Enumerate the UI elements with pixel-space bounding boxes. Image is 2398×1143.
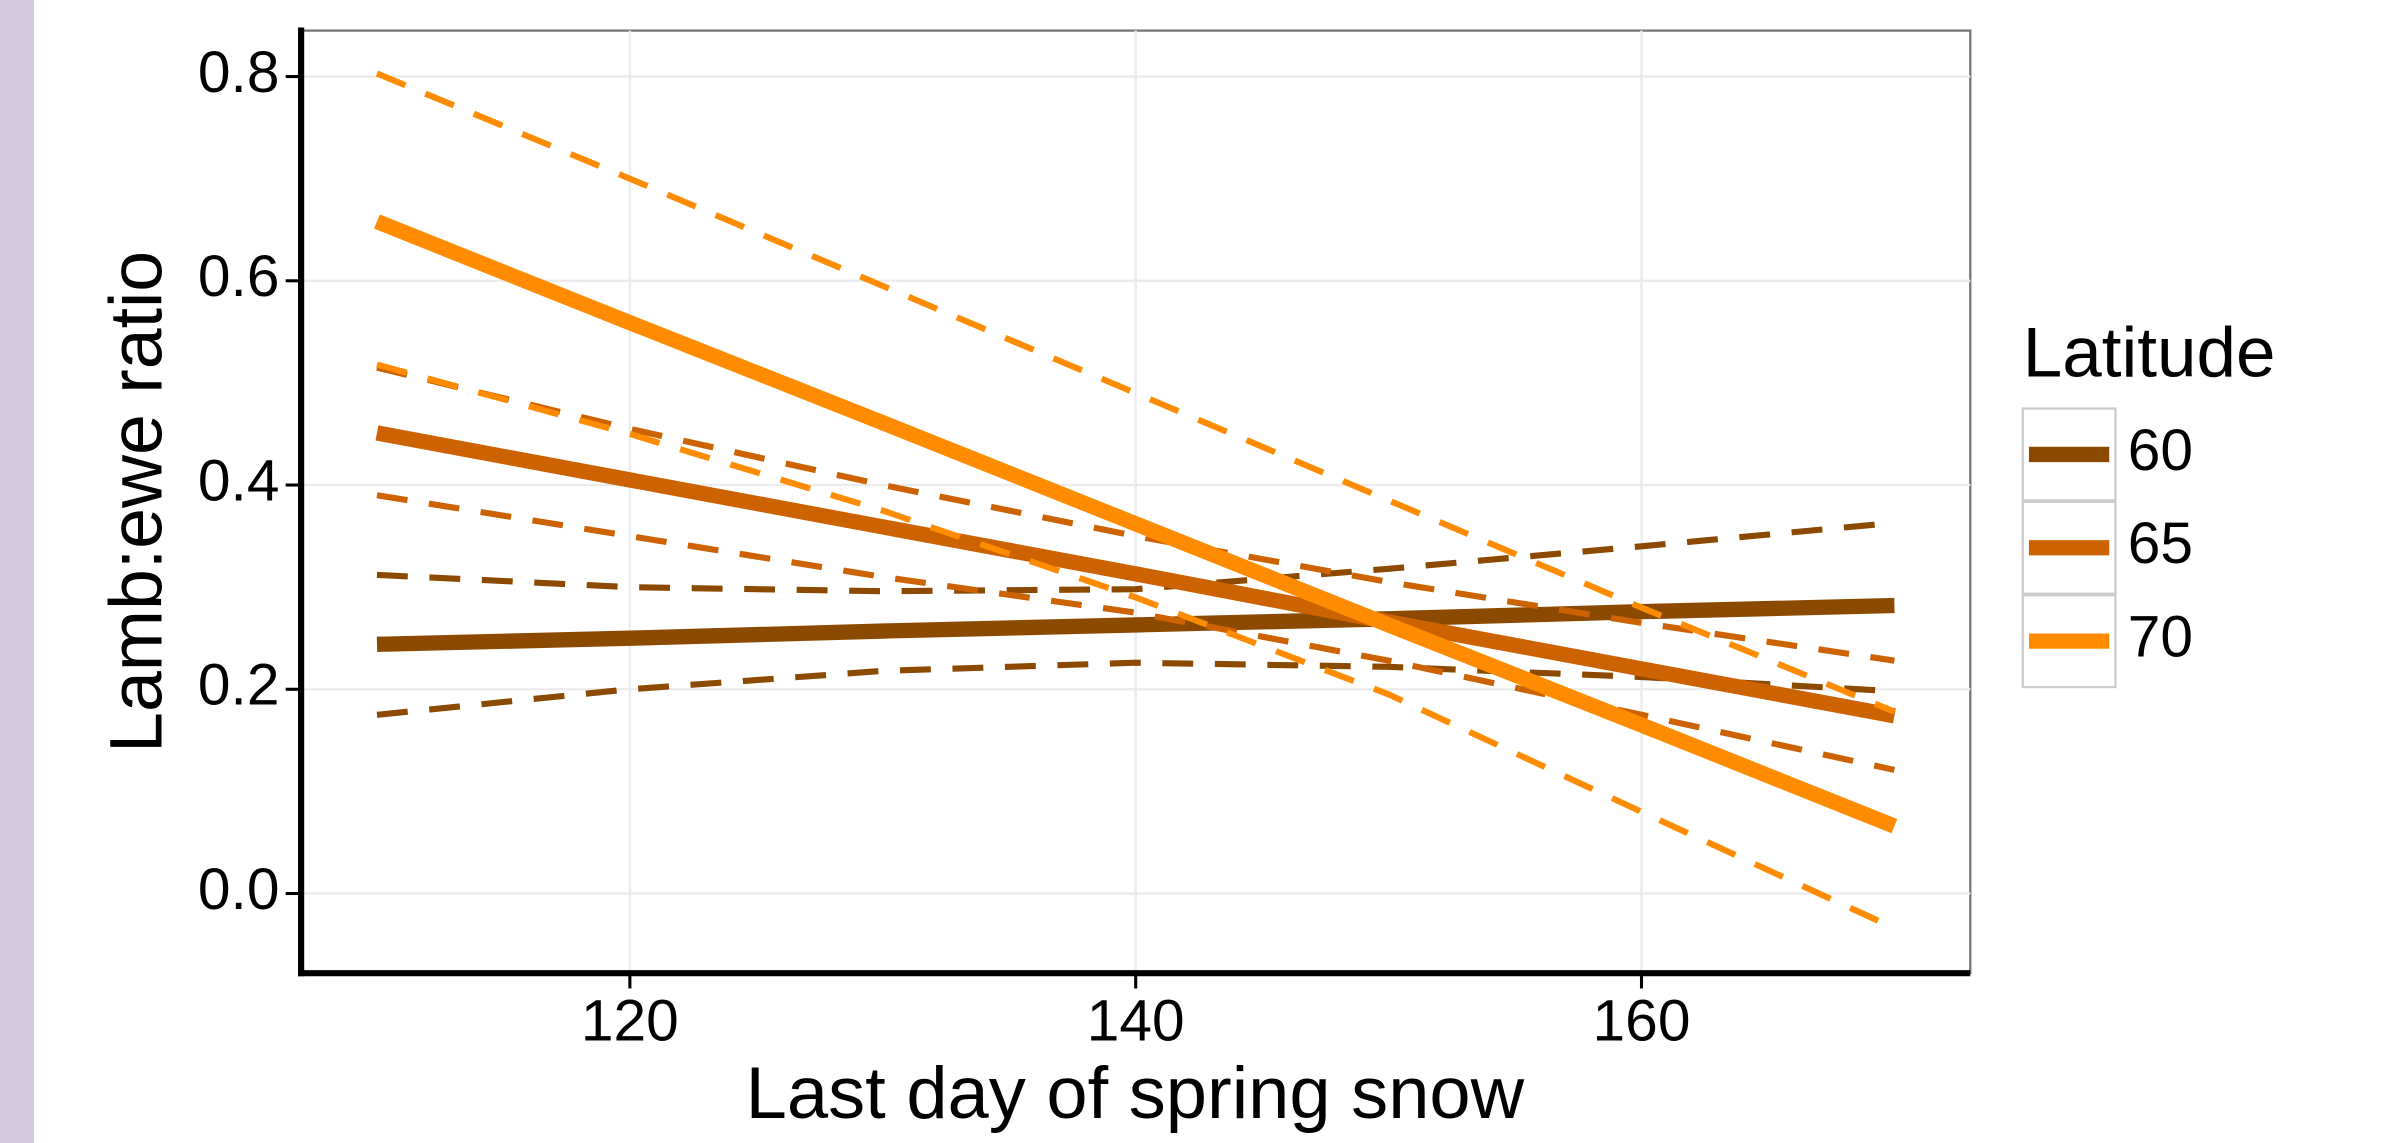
y-tick-label: 0.2	[198, 653, 280, 718]
y-tick-label: 0.8	[198, 40, 280, 105]
lines	[374, 70, 1898, 932]
series-line	[375, 425, 1896, 724]
y-tick-label: 0.4	[198, 449, 280, 514]
side-strip	[0, 0, 34, 1143]
band-line	[376, 492, 1896, 773]
band-line	[376, 519, 1895, 595]
legend-label: 70	[2128, 605, 2193, 670]
y-tick-label: 0.0	[198, 857, 280, 922]
x-tick-label: 140	[1087, 989, 1185, 1054]
y-tick-label: 0.6	[198, 244, 280, 309]
legend-label: 60	[2128, 418, 2193, 483]
y-axis-title: Lamb:ewe ratio	[94, 251, 177, 753]
legend-title: Latitude	[2023, 313, 2276, 392]
series-line	[376, 597, 1895, 652]
x-axis-title: Last day of spring snow	[746, 1051, 1525, 1134]
series-line	[374, 214, 1898, 834]
band-line	[376, 361, 1896, 932]
band-line	[376, 659, 1895, 718]
grid	[301, 30, 1971, 974]
legend-label: 65	[2128, 511, 2193, 576]
x-tick-label: 120	[581, 989, 679, 1054]
ticks: 0.0 0.2 0.4 0.6 0.8 120 140 160	[198, 40, 1691, 1053]
legend: 60 65 70	[2021, 407, 2193, 689]
x-tick-label: 160	[1593, 989, 1691, 1054]
band-line	[375, 70, 1896, 715]
